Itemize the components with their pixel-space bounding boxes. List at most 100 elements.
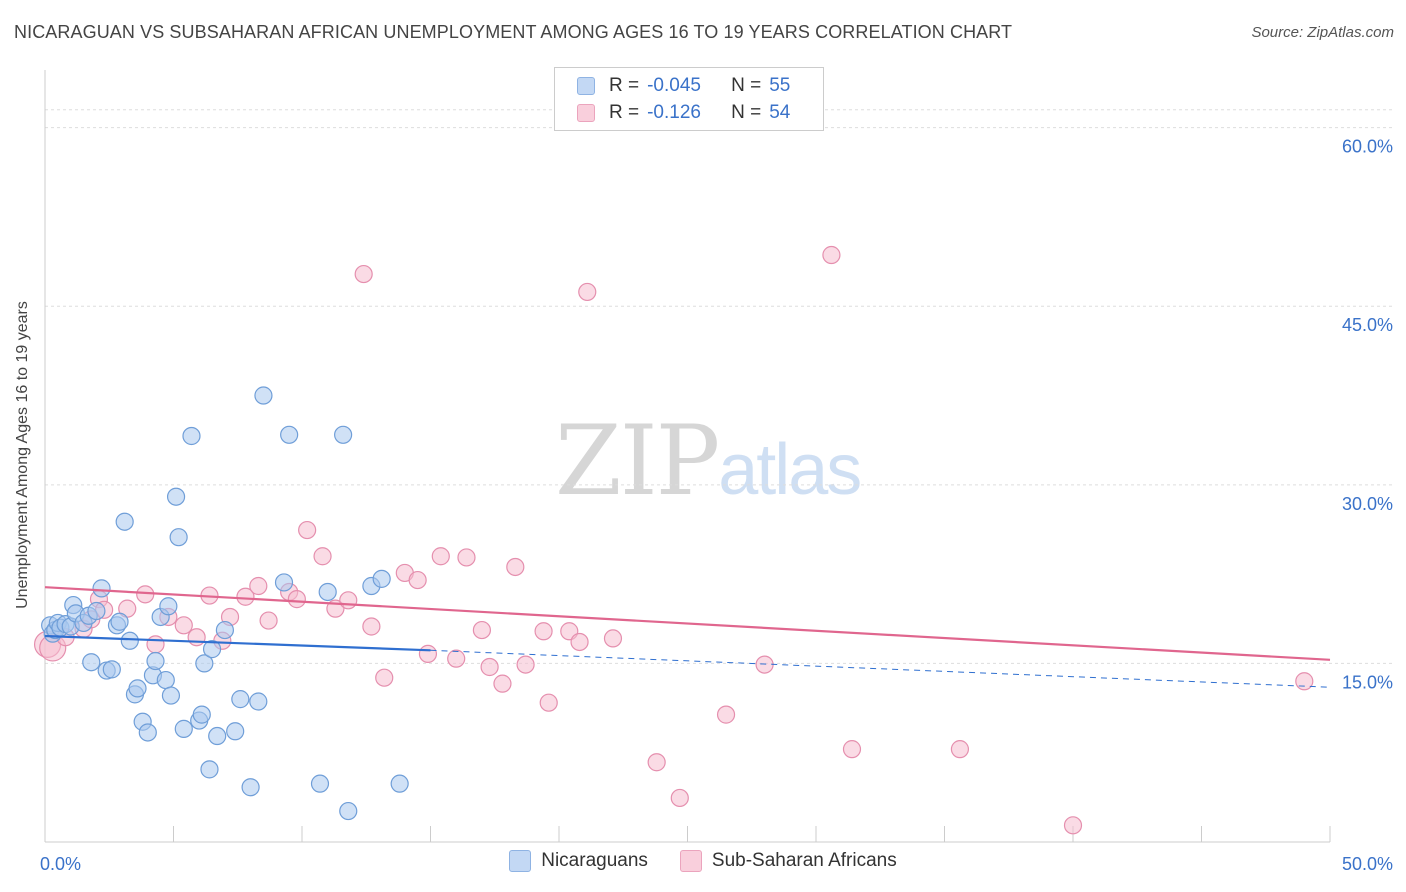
y-tick-label: 15.0% [1342,672,1393,692]
nicaraguan-point [200,760,219,779]
subsaharan-point [136,585,155,604]
nicaraguan-trend-line [44,634,431,652]
legend-r-value: -0.045 [647,75,701,96]
legend-swatch-blue [577,77,595,95]
legend-item-subsaharan[interactable]: Sub-Saharan Africans [679,850,897,872]
subsaharan-point [570,632,589,652]
subsaharan-trend-line [44,586,1331,661]
legend-r-label: R = [609,75,640,96]
nicaraguan-point [82,653,101,672]
nicaraguan-point [231,690,250,709]
subsaharan-point [842,740,862,759]
stats-legend: R = -0.045 N = 55 R = -0.126 N = 54 [554,67,824,131]
legend-n-label: N = [731,102,762,123]
subsaharan-point [313,547,332,566]
x-tick-label: 0.0% [40,854,81,874]
nicaraguan-point [182,426,201,446]
subsaharan-point [362,617,381,636]
watermark-atlas: atlas [718,430,862,510]
nicaraguan-point [274,573,294,592]
subsaharan-point [950,740,970,759]
subsaharan-point [418,644,438,663]
legend-r-label: R = [609,102,640,123]
subsaharan-point [506,557,525,577]
nicaraguan-point [372,569,391,588]
nicaraguan-point [192,705,211,724]
nicaraguan-point [208,726,227,746]
subsaharan-point [539,693,558,712]
subsaharan-point [1295,672,1314,691]
nicaraguan-point [159,597,178,616]
subsaharan-point [716,705,736,724]
legend-swatch-pink [679,850,702,872]
subsaharan-point [1063,816,1083,835]
subsaharan-point [259,611,278,630]
subsaharan-point [603,629,623,648]
legend-label-subsaharan: Sub-Saharan Africans [711,850,897,871]
legend-n-label: N = [731,75,762,96]
series-legend: Nicaraguans Sub-Saharan Africans [0,850,1406,872]
nicaraguan-point [115,512,134,531]
legend-swatch-pink [577,104,595,122]
nicaraguan-point [174,719,193,738]
subsaharan-point [174,616,193,635]
subsaharan-point [298,520,317,540]
nicaraguan-point [195,654,214,673]
nicaraguan-point [226,722,245,741]
subsaharan-point [755,655,774,674]
subsaharan-point [287,590,306,609]
subsaharan-point [493,674,512,693]
source-label: Source: ZipAtlas.com [1251,24,1394,41]
nicaraguan-point [241,778,260,797]
watermark: ZIPatlas [555,405,862,517]
tick-label-layer: 15.0% 30.0% 45.0% 60.0% 0.0% 50.0% [40,137,1393,874]
nicaraguan-point [138,723,157,742]
subsaharan-point [354,264,373,284]
subsaharan-point [457,548,476,567]
legend-r-value: -0.126 [647,102,701,123]
subsaharan-point [236,587,255,606]
nicaraguan-point [169,528,188,547]
legend-row-nicaraguans: R = -0.045 N = 55 [577,73,790,99]
subsaharan-point [447,649,466,668]
legend-swatch-blue [509,850,532,872]
nicaraguan-point [146,651,165,671]
legend-n-value: 55 [769,75,791,96]
grid-layer [45,109,1392,664]
nicaraguan-point [202,640,222,659]
nicaraguan-point [254,386,273,405]
subsaharan-point [516,655,535,674]
legend-row-subsaharan: R = -0.126 N = 54 [577,100,790,126]
subsaharan-point [408,570,427,590]
nicaraguan-point [310,774,330,793]
subsaharan-point [472,620,491,640]
nicaraguan-point [92,579,111,598]
points-layer [33,245,1314,835]
subsaharan-point [146,635,165,654]
y-tick-label: 30.0% [1342,494,1393,514]
subsaharan-point [187,628,206,647]
legend-n-value: 54 [769,102,791,123]
y-tick-label: 60.0% [1342,137,1393,157]
legend-item-nicaraguans[interactable]: Nicaraguans [509,850,648,872]
subsaharan-point [375,668,394,687]
subsaharan-point [534,622,553,641]
nicaraguan-point [87,601,106,621]
nicaraguan-point [161,686,181,705]
legend-label-nicaraguans: Nicaraguans [541,850,648,871]
subsaharan-point [480,657,499,677]
subsaharan-point [249,576,268,596]
nicaraguan-point [215,620,234,640]
nicaraguan-point [102,660,121,679]
nicaraguan-point [120,631,139,650]
subsaharan-point [578,282,597,302]
watermark-zip: ZIP [555,405,720,517]
nicaraguan-point [166,487,186,506]
subsaharan-point [670,788,689,808]
nicaraguan-point [280,425,299,444]
chart-title: NICARAGUAN VS SUBSAHARAN AFRICAN UNEMPLO… [14,22,1013,42]
subsaharan-point [647,753,666,772]
nicaraguan-point [318,582,337,602]
trend-layer [44,586,1331,688]
